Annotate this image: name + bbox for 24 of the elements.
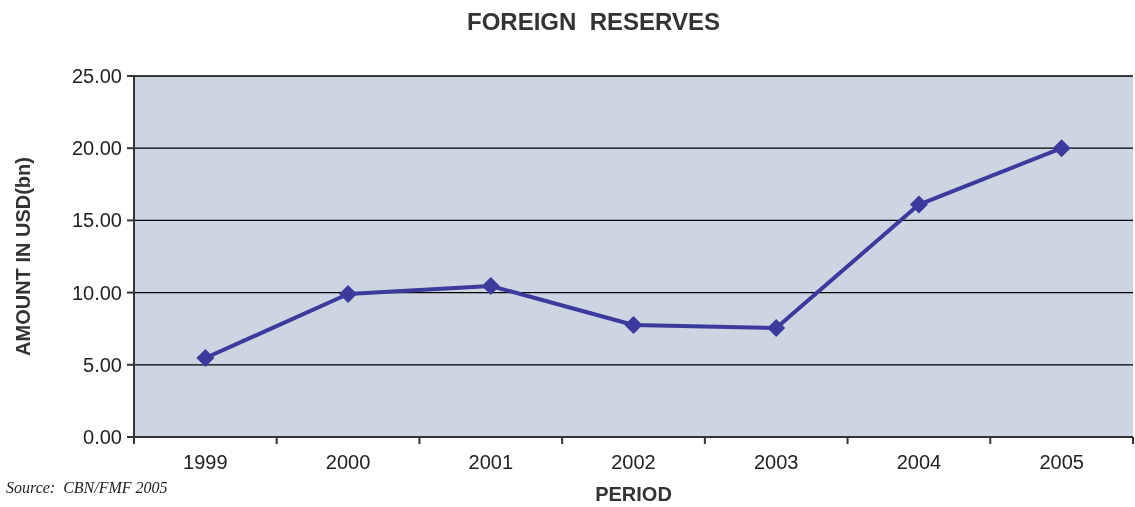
y-tick-label: 25.00 — [71, 65, 122, 87]
y-tick-label: 10.00 — [71, 281, 122, 304]
point — [624, 315, 643, 334]
x-axis-title: PERIOD — [595, 483, 672, 505]
y-tick-label: 5.00 — [83, 353, 122, 376]
x-tick-label: 2001 — [468, 451, 514, 473]
point — [909, 195, 928, 214]
y-axis-title: AMOUNT IN USD(bn) — [12, 157, 34, 356]
x-tick-label: 2005 — [1039, 451, 1084, 473]
y-tick-label: 20.00 — [71, 137, 122, 160]
source-note: Source: CBN/FMF 2005 — [6, 479, 168, 496]
point — [339, 285, 358, 304]
point — [196, 349, 215, 368]
x-tick-label: 1999 — [183, 451, 228, 473]
chart-title: FOREIGN RESERVES — [467, 8, 720, 35]
point — [767, 318, 786, 337]
point — [481, 276, 500, 295]
x-tick-label: 2004 — [896, 451, 942, 473]
y-tick-label: 15.00 — [71, 209, 122, 232]
x-tick-label: 2002 — [611, 451, 656, 473]
x-tick-label: 2003 — [753, 451, 799, 473]
point — [1052, 139, 1071, 158]
y-tick-label: 0.00 — [83, 426, 122, 448]
x-tick-label: 2000 — [325, 451, 371, 473]
